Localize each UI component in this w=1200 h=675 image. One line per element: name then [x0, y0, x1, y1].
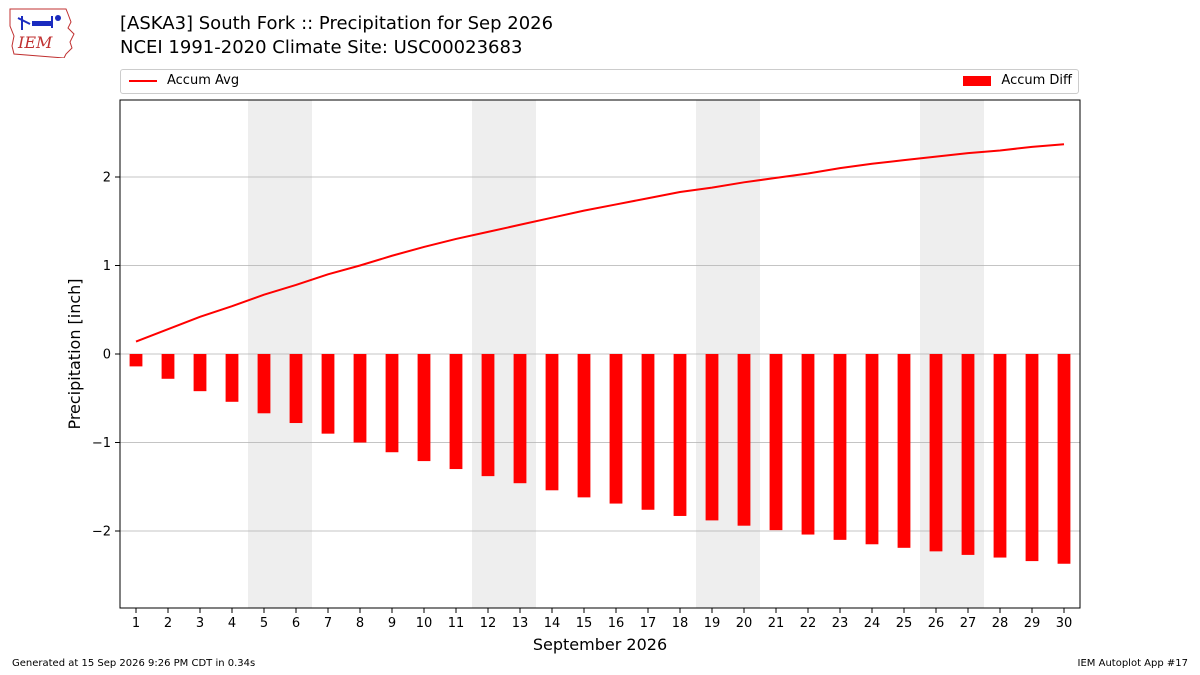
bar-accum-diff [449, 354, 463, 470]
x-tick-label: 7 [324, 616, 332, 631]
x-tick-label: 8 [356, 616, 364, 631]
chart-legend: Accum Avg Accum Diff [120, 69, 1079, 94]
bar-accum-diff [513, 354, 527, 484]
x-tick-label: 11 [448, 616, 465, 631]
x-tick-label: 6 [292, 616, 300, 631]
x-tick-label: 25 [896, 616, 913, 631]
generated-footer: Generated at 15 Sep 2026 9:26 PM CDT in … [12, 658, 256, 669]
bar-accum-diff [609, 354, 623, 504]
chart-subtitle: NCEI 1991-2020 Climate Site: USC00023683 [120, 37, 523, 58]
x-tick-label: 26 [928, 616, 945, 631]
x-tick-label: 4 [228, 616, 236, 631]
legend-swatch-line [129, 79, 157, 82]
x-tick-label: 21 [768, 616, 785, 631]
x-tick-label: 20 [736, 616, 753, 631]
x-tick-label: 1 [132, 616, 140, 631]
bar-accum-diff [289, 354, 303, 424]
x-tick-label: 18 [672, 616, 689, 631]
y-tick-label: −1 [92, 436, 111, 451]
x-tick-label: 30 [1056, 616, 1073, 631]
bar-accum-diff [353, 354, 367, 443]
chart-title: [ASKA3] South Fork :: Precipitation for … [120, 13, 554, 34]
bar-accum-diff [225, 354, 239, 402]
bar-accum-diff [161, 354, 175, 379]
bar-accum-diff [481, 354, 495, 477]
x-tick-label: 16 [608, 616, 625, 631]
bar-accum-diff [673, 354, 687, 516]
x-tick-label: 23 [832, 616, 849, 631]
x-tick-label: 5 [260, 616, 268, 631]
y-tick-label: 0 [103, 348, 111, 363]
bar-accum-diff [257, 354, 271, 414]
x-tick-label: 29 [1024, 616, 1041, 631]
app-footer: IEM Autoplot App #17 [1077, 658, 1188, 669]
bar-accum-diff [769, 354, 783, 531]
x-tick-label: 27 [960, 616, 977, 631]
x-tick-label: 17 [640, 616, 657, 631]
bar-accum-diff [961, 354, 975, 555]
x-tick-label: 2 [164, 616, 172, 631]
x-axis-label: September 2026 [533, 635, 667, 654]
x-tick-label: 22 [800, 616, 817, 631]
bar-accum-diff [801, 354, 815, 535]
x-tick-label: 19 [704, 616, 721, 631]
bar-accum-diff [641, 354, 655, 510]
legend-label-accum-avg: Accum Avg [167, 73, 240, 88]
x-tick-label: 10 [416, 616, 433, 631]
x-tick-label: 14 [544, 616, 561, 631]
legend-swatch-bar [963, 75, 992, 86]
x-tick-label: 12 [480, 616, 497, 631]
y-tick-label: −2 [92, 525, 111, 540]
line-accum-avg [135, 143, 1065, 343]
x-tick-label: 9 [388, 616, 396, 631]
x-tick-label: 13 [512, 616, 529, 631]
bar-accum-diff [1025, 354, 1039, 562]
bar-accum-diff [193, 354, 207, 392]
legend-item-accum-avg: Accum Avg [129, 73, 239, 88]
bar-accum-diff [705, 354, 719, 521]
bar-accum-diff [129, 354, 143, 367]
x-tick-label: 28 [992, 616, 1009, 631]
bar-accum-diff [737, 354, 751, 526]
bar-accum-diff [993, 354, 1007, 558]
legend-item-accum-diff: Accum Diff [963, 73, 1072, 88]
x-tick-label: 3 [196, 616, 204, 631]
bar-accum-diff [417, 354, 431, 462]
x-tick-label: 24 [864, 616, 881, 631]
iem-logo-text: IEM [17, 33, 53, 52]
bar-accum-diff [545, 354, 559, 491]
x-tick-label: 15 [576, 616, 593, 631]
y-tick-label: 2 [103, 170, 111, 185]
bar-accum-diff [321, 354, 335, 434]
iem-logo: IEM [8, 6, 78, 59]
bar-accum-diff [577, 354, 591, 498]
bar-accum-diff [865, 354, 879, 545]
bar-accum-diff [833, 354, 847, 540]
y-tick-label: 1 [103, 259, 111, 274]
bar-accum-diff [1057, 354, 1071, 564]
y-axis-label: Precipitation [inch] [65, 278, 84, 429]
bar-accum-diff [385, 354, 399, 453]
legend-label-accum-diff: Accum Diff [1001, 73, 1072, 88]
bar-accum-diff [897, 354, 911, 548]
bar-accum-diff [929, 354, 943, 552]
